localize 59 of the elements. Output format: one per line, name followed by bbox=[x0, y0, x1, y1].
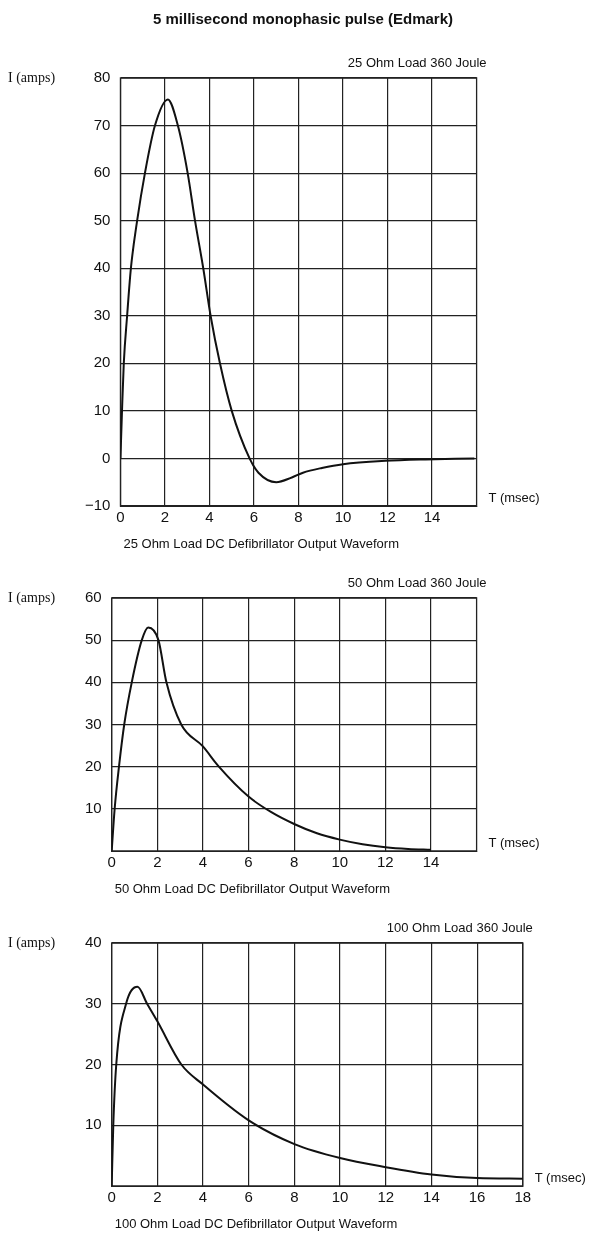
x-axis-title: T (msec) bbox=[488, 489, 540, 505]
x-axis-title: T (msec) bbox=[534, 1169, 586, 1185]
x-tick-label: 4 bbox=[198, 853, 208, 871]
y-tick-label: 10 bbox=[85, 1115, 102, 1133]
x-tick-label: 12 bbox=[379, 508, 396, 526]
text: 50 Ohm Load DC Defibrillator Output Waveform bbox=[114, 881, 391, 897]
x-tick-label: 12 bbox=[377, 853, 394, 871]
chart-subtitle: 50 Ohm Load 360 Joule bbox=[347, 575, 487, 591]
y-axis-title: I (amps) bbox=[8, 589, 56, 606]
x-tick-label: 16 bbox=[468, 1188, 486, 1206]
x-tick-label: 10 bbox=[331, 1188, 349, 1206]
y-tick-label: 80 bbox=[93, 68, 111, 86]
y-tick-label: −10 bbox=[84, 496, 111, 514]
x-tick-label: 2 bbox=[153, 1188, 162, 1206]
x-tick-label: 6 bbox=[249, 508, 259, 526]
x-tick-label: 10 bbox=[331, 853, 349, 871]
text: 25 Ohm Load DC Defibrillator Output Waveform bbox=[123, 536, 399, 552]
y-tick-label: 30 bbox=[85, 714, 102, 732]
chart-title: 5 millisecond monophasic pulse (Edmark) bbox=[152, 9, 454, 27]
x-tick-label: 14 bbox=[423, 508, 441, 526]
y-tick-label: 60 bbox=[93, 163, 111, 181]
x-tick-label: 6 bbox=[244, 1188, 253, 1206]
x-tick-label: 14 bbox=[423, 1188, 440, 1206]
y-axis-title: I (amps) bbox=[8, 934, 56, 951]
x-tick-label: 8 bbox=[289, 853, 299, 871]
y-tick-label: 70 bbox=[93, 115, 111, 133]
x-tick-label: 8 bbox=[294, 508, 303, 526]
y-tick-label: 40 bbox=[85, 933, 102, 951]
x-tick-label: 6 bbox=[244, 853, 253, 871]
chart-subtitle: 25 Ohm Load 360 Joule bbox=[347, 55, 487, 71]
y-tick-label: 20 bbox=[93, 353, 111, 371]
line-series bbox=[111, 626, 432, 851]
text: 100 Ohm Load DC Defibrillator Output Waveform bbox=[114, 1216, 398, 1232]
y-tick-label: 50 bbox=[85, 630, 102, 648]
y-tick-label: 10 bbox=[93, 401, 111, 419]
x-tick-label: 8 bbox=[290, 1188, 299, 1206]
y-tick-label: 40 bbox=[93, 258, 111, 276]
y-tick-label: 30 bbox=[85, 993, 102, 1011]
y-tick-label: 30 bbox=[93, 305, 111, 323]
y-tick-label: 0 bbox=[102, 448, 111, 466]
y-axis-title: I (amps) bbox=[8, 69, 56, 86]
line-series bbox=[120, 98, 476, 484]
y-tick-label: 60 bbox=[85, 588, 102, 606]
x-tick-label: 10 bbox=[334, 508, 352, 526]
x-tick-label: 12 bbox=[377, 1188, 395, 1206]
chart-subtitle: 100 Ohm Load 360 Joule bbox=[386, 920, 533, 936]
x-tick-label: 4 bbox=[205, 508, 214, 526]
x-tick-label: 0 bbox=[116, 508, 125, 526]
x-tick-label: 14 bbox=[422, 853, 440, 871]
x-tick-label: 2 bbox=[153, 853, 162, 871]
x-tick-label: 2 bbox=[160, 508, 170, 526]
y-tick-label: 40 bbox=[85, 672, 102, 690]
x-tick-label: 4 bbox=[198, 1188, 208, 1206]
x-tick-label: 18 bbox=[514, 1188, 532, 1206]
y-tick-label: 20 bbox=[85, 756, 102, 774]
y-tick-label: 20 bbox=[85, 1054, 102, 1072]
x-axis-title: T (msec) bbox=[488, 834, 540, 850]
y-tick-label: 10 bbox=[85, 798, 102, 816]
y-tick-label: 50 bbox=[93, 210, 111, 228]
